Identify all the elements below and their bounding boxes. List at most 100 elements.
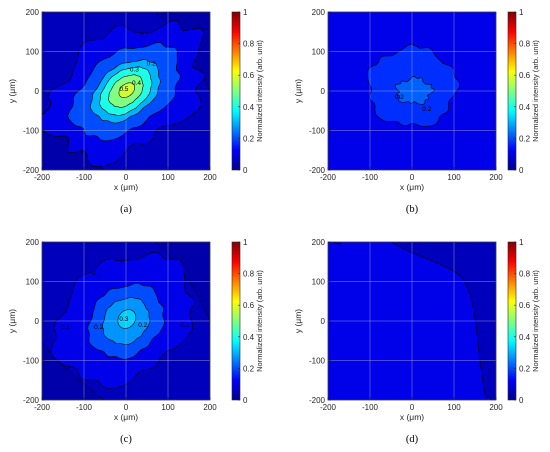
panel-caption: (a) [120,204,132,215]
colorbar-tick-label: 0.2 [519,364,531,373]
contour-label: 0.3 [119,316,128,323]
colorbar-tick-label: 0.4 [243,103,255,112]
contour-label: 0.2 [94,324,103,331]
colorbar-tick-label: 0.2 [243,364,255,373]
panel-d: -200 -100 0 100 200 -200 -100 0 100 200 x (μm) y (μ… [293,238,540,445]
colorbar-tick-label: 0 [519,166,524,175]
y-axis-label: y (μm) [293,309,303,333]
colorbar [231,11,241,171]
y-tick-label: 200 [312,8,326,17]
panel-c: 0.10.1 0.10.2 0.20.3-200 -100 0 100 200-200-10… [7,238,264,445]
colorbar-tick-label: 0.6 [519,71,531,80]
colorbar-tick-label: 0.4 [243,333,255,342]
x-tick-label: 0 [124,403,129,412]
contour-fills [42,242,210,400]
contour-label: 0.2 [395,94,404,101]
contour-label: 0.1 [61,324,70,331]
panel-b: 0.2 0.2 -200 -100 0 100 200 -200 -100 0 100 200 x (μ… [293,8,540,215]
x-tick-label: -200 [34,173,51,182]
x-axis-label: x (μm) [114,182,138,192]
x-tick-label: 200 [203,403,217,412]
y-tick-label: -100 [23,357,40,366]
contour-label: 0.1 [140,33,149,40]
colorbar [507,11,517,171]
contour-label: 0.1 [92,271,101,278]
y-tick-label: 0 [35,87,40,96]
x-axis-label: x (μm) [400,412,424,422]
x-axis-label: x (μm) [114,412,138,422]
x-tick-label: -200 [320,403,337,412]
y-tick-label: 0 [35,317,40,326]
colorbar-tick-label: 0.2 [243,134,255,143]
colorbar-tick-label: 1 [243,8,248,17]
contour-label: 0.1 [180,322,189,329]
y-tick-label: 100 [26,278,40,287]
contour-fills [367,43,461,127]
y-tick-label: 200 [26,8,40,17]
x-tick-label: 100 [161,173,175,182]
x-tick-label: 100 [447,403,461,412]
contour-label: 0.2 [422,106,431,113]
contour-region [42,341,105,400]
y-tick-label: 100 [312,48,326,57]
colorbar-tick-label: 1 [519,8,524,17]
x-tick-label: 0 [410,173,415,182]
y-tick-label: 200 [26,238,40,247]
colorbar-tick-label: 0.4 [519,103,531,112]
y-tick-label: -200 [309,166,326,175]
x-tick-label: -100 [76,403,93,412]
colorbar-tick-label: 0.8 [243,40,255,49]
y-tick-label: 200 [312,238,326,247]
y-tick-label: -200 [309,396,326,405]
panel-caption: (c) [120,434,132,445]
x-tick-label: 200 [203,173,217,182]
colorbar-label: Normalized intensity (arb. unit) [531,270,540,372]
contour-label: 0.2 [147,60,156,67]
x-tick-label: 100 [161,403,175,412]
colorbar [507,241,517,401]
colorbar-tick-label: 0.4 [519,333,531,342]
colorbar-tick-label: 1 [519,238,524,247]
colorbar-tick-label: 1 [243,238,248,247]
y-tick-label: 0 [321,317,326,326]
x-axis-label: x (μm) [400,182,424,192]
y-tick-label: -100 [309,127,326,136]
contour-region [330,242,343,245]
contour-region [117,309,137,329]
contour-region [154,242,210,325]
colorbar [231,241,241,401]
colorbar-tick-label: 0.2 [519,134,531,143]
x-tick-label: -200 [320,173,337,182]
panel-caption: (b) [406,204,419,215]
contour-label: 0.3 [130,66,139,73]
y-tick-label: -200 [23,396,40,405]
x-tick-label: 200 [489,403,503,412]
x-tick-label: -100 [76,173,93,182]
x-tick-label: -100 [362,403,379,412]
colorbar-tick-label: 0 [243,166,248,175]
colorbar-label: Normalized intensity (arb. unit) [531,40,540,142]
colorbar-label: Normalized intensity (arb. unit) [255,40,264,142]
colorbar-tick-label: 0.6 [243,71,255,80]
x-tick-label: 0 [124,173,129,182]
colorbar-tick-label: 0 [519,396,524,405]
contour-label: 0.2 [138,322,147,329]
colorbar-tick-label: 0.8 [243,270,255,279]
colorbar-tick-label: 0 [243,396,248,405]
y-tick-label: -100 [309,357,326,366]
y-tick-label: 0 [321,87,326,96]
colorbar-tick-label: 0.6 [243,301,255,310]
panel-caption: (d) [406,434,419,445]
colorbar-label: Normalized intensity (arb. unit) [255,270,264,372]
y-tick-label: -200 [23,166,40,175]
panel-a: 0.1 0.2 0.3 0.4 0.5 -200 -100 0 100 200 -200 -100 0 1… [7,8,264,215]
x-tick-label: 200 [489,173,503,182]
x-tick-label: -100 [362,173,379,182]
colorbar-tick-label: 0.6 [519,301,531,310]
y-tick-label: 100 [26,48,40,57]
y-axis-label: y (μm) [7,79,17,103]
x-tick-label: -200 [34,403,51,412]
colorbar-tick-label: 0.8 [519,40,531,49]
x-tick-label: 100 [447,173,461,182]
